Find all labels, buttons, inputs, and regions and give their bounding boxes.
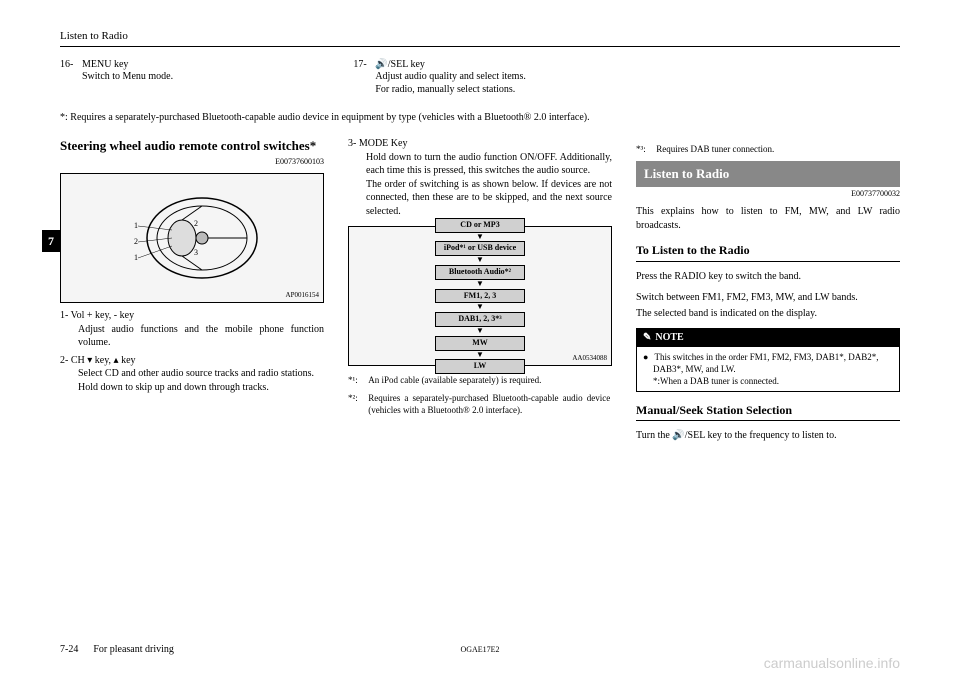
arrow-icon: ▼ — [476, 235, 484, 240]
arrow-icon: ▼ — [476, 305, 484, 310]
svg-text:1: 1 — [134, 253, 138, 262]
fn1-mark: *¹: — [348, 374, 366, 386]
arrow-icon: ▼ — [476, 329, 484, 334]
column-2: 3- MODE Key Hold down to turn the audio … — [348, 137, 612, 451]
radio-p1: Press the RADIO key to switch the band. — [636, 270, 900, 284]
item3-desc1: Hold down to turn the audio function ON/… — [366, 151, 612, 178]
item-17-title: /SEL key — [388, 59, 425, 70]
list-item-3: 3- MODE Key Hold down to turn the audio … — [348, 137, 612, 218]
fn1-text: An iPod cable (available separately) is … — [368, 374, 610, 386]
steering-fig-label: AP0016154 — [286, 291, 319, 300]
arrow-icon: ▼ — [476, 258, 484, 263]
item-17-desc2: For radio, manually select stations. — [375, 83, 606, 96]
page-tab: 7 — [42, 230, 60, 252]
item2-desc2: Hold down to skip up and down through tr… — [78, 381, 324, 395]
note-box: ✎ NOTE This switches in the order FM1, F… — [636, 328, 900, 392]
item2-title: CH ▾ key, ▴ key — [71, 355, 136, 366]
item-17: 17-🔊/SEL key Adjust audio quality and se… — [353, 59, 606, 96]
item3-desc2: The order of switching is as shown below… — [366, 178, 612, 219]
svg-text:2: 2 — [194, 219, 198, 228]
source-fig-label: AA0534088 — [572, 354, 607, 363]
source-bt: Bluetooth Audio*² — [435, 265, 525, 280]
sub-heading-listen: To Listen to the Radio — [636, 242, 900, 261]
top-col-mid: 17-🔊/SEL key Adjust audio quality and se… — [353, 59, 606, 96]
asterisk-text: Requires a separately-purchased Bluetoot… — [70, 112, 589, 123]
source-dab: DAB1, 2, 3*³ — [435, 312, 525, 327]
speaker-icon: 🔊 — [375, 59, 387, 70]
source-mw: MW — [435, 336, 525, 351]
note-line: This switches in the order FM1, FM2, FM3… — [653, 351, 893, 387]
main-columns: Steering wheel audio remote control swit… — [60, 137, 900, 451]
top-col-left: 16-MENU key Switch to Menu mode. — [60, 59, 313, 96]
note-title: NOTE — [655, 331, 683, 345]
pencil-icon: ✎ — [643, 331, 651, 345]
footer-page: 7-24 — [60, 644, 78, 655]
footer-left: 7-24 For pleasant driving — [60, 644, 174, 655]
item-17-desc1: Adjust audio quality and select items. — [375, 70, 606, 83]
radio-p2: Switch between FM1, FM2, FM3, MW, and LW… — [636, 291, 900, 305]
asterisk-note: *: Requires a separately-purchased Bluet… — [60, 112, 900, 123]
header-rule — [60, 46, 900, 47]
listen-radio-banner: Listen to Radio — [636, 161, 900, 187]
note-header: ✎ NOTE — [637, 329, 899, 347]
list-item-1: 1- Vol + key, - key Adjust audio functio… — [60, 309, 324, 350]
item-16-title: MENU key — [82, 59, 128, 70]
fn3-mark: *³: — [636, 143, 654, 155]
item-16-num: 16- — [60, 59, 82, 70]
asterisk-mark: *: — [60, 112, 68, 123]
header-title: Listen to Radio — [60, 30, 900, 42]
footer: 7-24 For pleasant driving OGAE17E2 — [60, 644, 900, 655]
footer-center: OGAE17E2 — [460, 645, 499, 654]
fn3-text: Requires DAB tuner connection. — [656, 143, 898, 155]
arrow-icon: ▼ — [476, 282, 484, 287]
top-section: 16-MENU key Switch to Menu mode. 17-🔊/SE… — [60, 59, 900, 96]
footnote-1: *¹: An iPod cable (available separately)… — [348, 374, 612, 386]
radio-p3: The selected band is indicated on the di… — [636, 307, 900, 321]
steering-code: E00737600103 — [60, 157, 324, 168]
source-fm: FM1, 2, 3 — [435, 289, 525, 304]
radio-p4: Turn the 🔊/SEL key to the frequency to l… — [636, 429, 900, 443]
note-line1: This switches in the order FM1, FM2, FM3… — [653, 352, 879, 374]
item-16-desc: Switch to Menu mode. — [82, 70, 313, 83]
footnote-3: *³: Requires DAB tuner connection. — [636, 143, 900, 155]
watermark: carmanualsonline.info — [764, 655, 900, 671]
arrow-icon: ▼ — [476, 353, 484, 358]
fn2-text: Requires a separately-purchased Bluetoot… — [368, 392, 610, 416]
source-ipod: iPod*¹ or USB device — [435, 241, 525, 256]
steering-wheel-diagram: 1 2 1 2 3 — [122, 188, 262, 288]
item-17-num: 17- — [353, 59, 375, 70]
item3-title: MODE Key — [359, 138, 408, 149]
item1-desc: Adjust audio functions and the mobile ph… — [78, 323, 324, 350]
steering-heading: Steering wheel audio remote control swit… — [60, 137, 324, 155]
radio-code: E00737700032 — [636, 189, 900, 200]
note-body: This switches in the order FM1, FM2, FM3… — [637, 347, 899, 391]
source-lw: LW — [435, 359, 525, 374]
radio-intro: This explains how to listen to FM, MW, a… — [636, 205, 900, 232]
footer-section: For pleasant driving — [93, 644, 174, 655]
source-flow-figure: CD or MP3 ▼ iPod*¹ or USB device ▼ Bluet… — [348, 226, 612, 366]
list-item-2: 2- CH ▾ key, ▴ key Select CD and other a… — [60, 354, 324, 395]
column-3: *³: Requires DAB tuner connection. Liste… — [636, 137, 900, 451]
item-16: 16-MENU key Switch to Menu mode. — [60, 59, 313, 83]
column-1: Steering wheel audio remote control swit… — [60, 137, 324, 451]
item1-num: 1- — [60, 310, 68, 321]
svg-text:1: 1 — [134, 221, 138, 230]
sub-heading-manual: Manual/Seek Station Selection — [636, 402, 900, 421]
item2-desc1: Select CD and other audio source tracks … — [78, 367, 324, 381]
top-col-right — [647, 59, 900, 96]
source-cd: CD or MP3 — [435, 218, 525, 233]
item1-title: Vol + key, - key — [71, 310, 134, 321]
fn2-mark: *²: — [348, 392, 366, 404]
steering-figure: 1 2 1 2 3 AP0016154 — [60, 173, 324, 303]
note-line2: *:When a DAB tuner is connected. — [653, 376, 779, 386]
item2-num: 2- — [60, 355, 68, 366]
svg-text:2: 2 — [134, 237, 138, 246]
item3-num: 3- — [348, 138, 356, 149]
footnote-2: *²: Requires a separately-purchased Blue… — [348, 392, 612, 416]
svg-text:3: 3 — [194, 248, 198, 257]
